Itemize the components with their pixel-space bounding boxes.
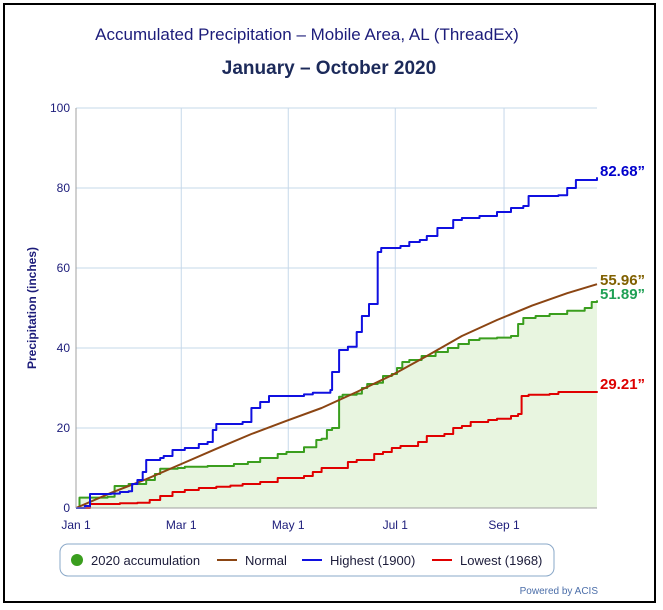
y-tick-label: 60 — [57, 261, 71, 275]
lowest-1968-end-label: 29.21” — [600, 376, 645, 393]
axes: 0 20 40 60 80 100 Jan 1 Mar 1 May 1 Jul 1 Sep 1 — [50, 101, 597, 532]
end-labels: 51.89”55.96” 82.68” 29.21” — [600, 163, 645, 393]
highest-1900-end-label: 82.68” — [600, 163, 645, 180]
2020-accumulation-line — [76, 300, 598, 509]
x-tick-label: Jan 1 — [61, 518, 91, 532]
x-tick-label: Jul 1 — [383, 518, 409, 532]
legend-marker-2020-accumulation — [71, 554, 83, 566]
x-tick-label: May 1 — [272, 518, 305, 532]
legend-label-highest-1900: Highest (1900) — [330, 553, 415, 568]
y-tick-label: 100 — [50, 101, 70, 115]
legend-label-2020-accumulation: 2020 accumulation — [91, 553, 200, 568]
legend-label-normal: Normal — [245, 553, 287, 568]
plot-area — [75, 177, 598, 509]
2020-accumulation-end-label: 51.89” — [600, 286, 645, 303]
normal-end-label: 55.96” — [600, 272, 645, 289]
legend-label-lowest-1968: Lowest (1968) — [460, 553, 542, 568]
highest-1900-line — [76, 177, 598, 509]
2020-accumulation-area — [76, 300, 597, 508]
chart-subtitle: January – October 2020 — [222, 58, 436, 79]
y-axis-label: Precipitation (inches) — [25, 247, 39, 369]
chart-title: Accumulated Precipitation – Mobile Area,… — [95, 25, 519, 44]
x-tick-label: Mar 1 — [166, 518, 197, 532]
normal-line — [75, 283, 598, 509]
credit-text: Powered by ACIS — [520, 586, 599, 597]
y-tick-label: 0 — [63, 501, 70, 515]
lowest-1968-line — [76, 391, 598, 509]
y-tick-label: 40 — [57, 341, 71, 355]
y-tick-label: 80 — [57, 181, 71, 195]
y-tick-label: 20 — [57, 421, 71, 435]
x-tick-label: Sep 1 — [488, 518, 520, 532]
legend: 2020 accumulation Normal Highest (1900) Low… — [59, 543, 555, 577]
